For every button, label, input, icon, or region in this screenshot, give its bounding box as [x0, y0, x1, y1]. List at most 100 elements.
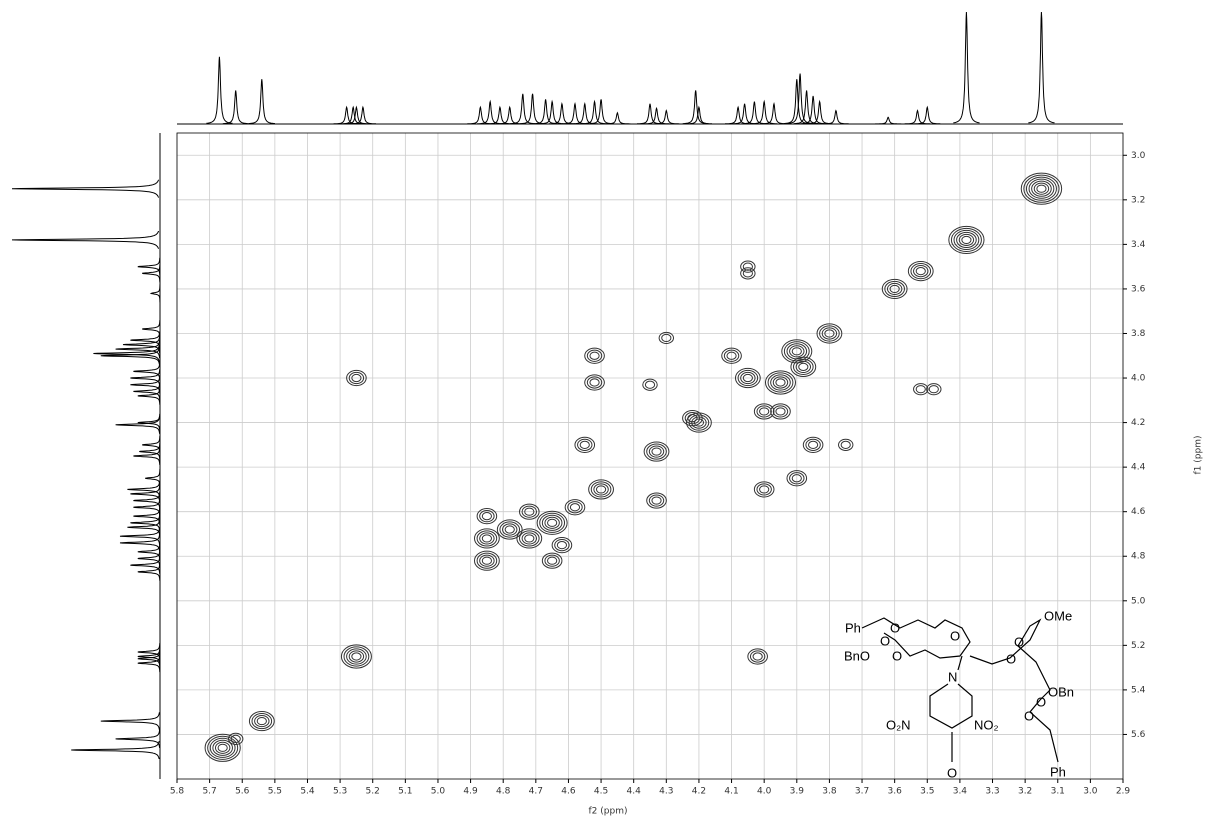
x-tick-label: 5.7: [202, 787, 216, 797]
contour: [658, 331, 675, 345]
contour: [504, 525, 515, 534]
contour: [590, 481, 612, 498]
projection-peak: [548, 102, 575, 125]
contour: [1033, 182, 1050, 195]
x-tick-label: 5.0: [431, 787, 446, 797]
contour: [481, 556, 492, 565]
projection-peak: [248, 79, 276, 125]
contour: [481, 512, 492, 521]
projection-peak: [793, 90, 820, 125]
contour: [519, 530, 540, 547]
projection-peak: [115, 729, 161, 749]
contour: [473, 550, 500, 571]
contour: [682, 410, 703, 427]
projection-peak: [93, 344, 160, 363]
contour: [648, 494, 665, 507]
contour: [756, 483, 772, 496]
y-tick-label: 3.0: [1131, 151, 1146, 161]
structure-label: O: [950, 628, 960, 643]
contour: [556, 541, 568, 550]
contour: [340, 644, 372, 669]
y-tick-label: 4.6: [1131, 507, 1146, 517]
x-tick-label: 4.8: [496, 787, 511, 797]
contour: [838, 438, 854, 451]
contour: [251, 712, 273, 730]
contour: [726, 351, 737, 360]
contour: [644, 380, 656, 389]
contour: [961, 235, 972, 245]
structure-label: N: [948, 669, 957, 684]
projection-peak: [953, 11, 980, 124]
contour: [661, 333, 672, 343]
projection-peak: [343, 105, 370, 125]
projection-peak: [800, 95, 827, 125]
projection-peak: [653, 109, 680, 125]
x-tick-label: 5.5: [268, 787, 282, 797]
contour: [759, 485, 770, 494]
projection-peak: [751, 99, 778, 125]
contour: [584, 374, 605, 391]
x-tick-label: 2.9: [1116, 787, 1131, 797]
contour: [473, 528, 500, 549]
projection-peak: [604, 111, 631, 125]
projection-peak: [1028, 11, 1055, 124]
contour: [819, 325, 840, 342]
contour: [351, 373, 362, 383]
x-tick-label: 4.4: [627, 787, 642, 797]
y-tick-label: 3.4: [1131, 240, 1146, 250]
structure-label: Ph: [1050, 764, 1066, 779]
y-tick-label: 5.0: [1131, 596, 1146, 606]
contour: [214, 741, 231, 754]
projection-peak: [130, 485, 161, 503]
contour: [759, 407, 770, 416]
structure-label: O₂N: [886, 717, 911, 732]
x-tick-label: 3.1: [1051, 787, 1065, 797]
contour: [821, 327, 838, 340]
x-tick-label: 5.1: [398, 787, 412, 797]
x-tick-label: 4.2: [692, 787, 706, 797]
contour: [802, 436, 824, 453]
contour: [795, 360, 812, 373]
projection-peak: [914, 105, 941, 125]
projection-peak: [149, 284, 161, 303]
contour: [254, 714, 270, 728]
x-tick-label: 4.0: [757, 787, 772, 797]
contour: [1023, 174, 1060, 203]
contour: [881, 278, 908, 300]
contour: [209, 737, 236, 758]
contour: [536, 510, 568, 535]
contour: [721, 347, 742, 364]
structure-label: O: [1014, 634, 1024, 649]
contour: [256, 716, 267, 726]
contour: [516, 528, 543, 549]
contour: [791, 347, 802, 356]
structure-label: O: [890, 620, 900, 635]
x-tick-label: 3.8: [822, 787, 837, 797]
x-tick-label: 5.6: [235, 787, 250, 797]
contour: [775, 407, 786, 416]
contour: [1031, 180, 1052, 197]
contour: [734, 367, 761, 389]
contour: [204, 733, 241, 762]
structure-label: Ph: [845, 620, 861, 635]
y-axis-label: f1 (ppm): [1194, 436, 1204, 475]
projection-peak: [11, 179, 159, 198]
contour: [544, 554, 560, 567]
contour: [651, 447, 662, 456]
contour: [740, 260, 756, 273]
contour: [584, 347, 605, 364]
contour: [1025, 176, 1057, 201]
y-tick-label: 4.8: [1131, 552, 1146, 562]
contour: [595, 485, 607, 494]
projection-peak: [142, 320, 161, 338]
projection-peak: [115, 415, 161, 434]
contour: [756, 405, 772, 418]
projection-peak: [145, 469, 161, 488]
structure-label: O: [1024, 708, 1034, 723]
projection-peak: [787, 73, 814, 124]
y-tick-label: 3.8: [1131, 329, 1146, 339]
projection-peak: [643, 106, 670, 125]
x-tick-label: 5.4: [300, 787, 315, 797]
contour: [228, 732, 244, 746]
